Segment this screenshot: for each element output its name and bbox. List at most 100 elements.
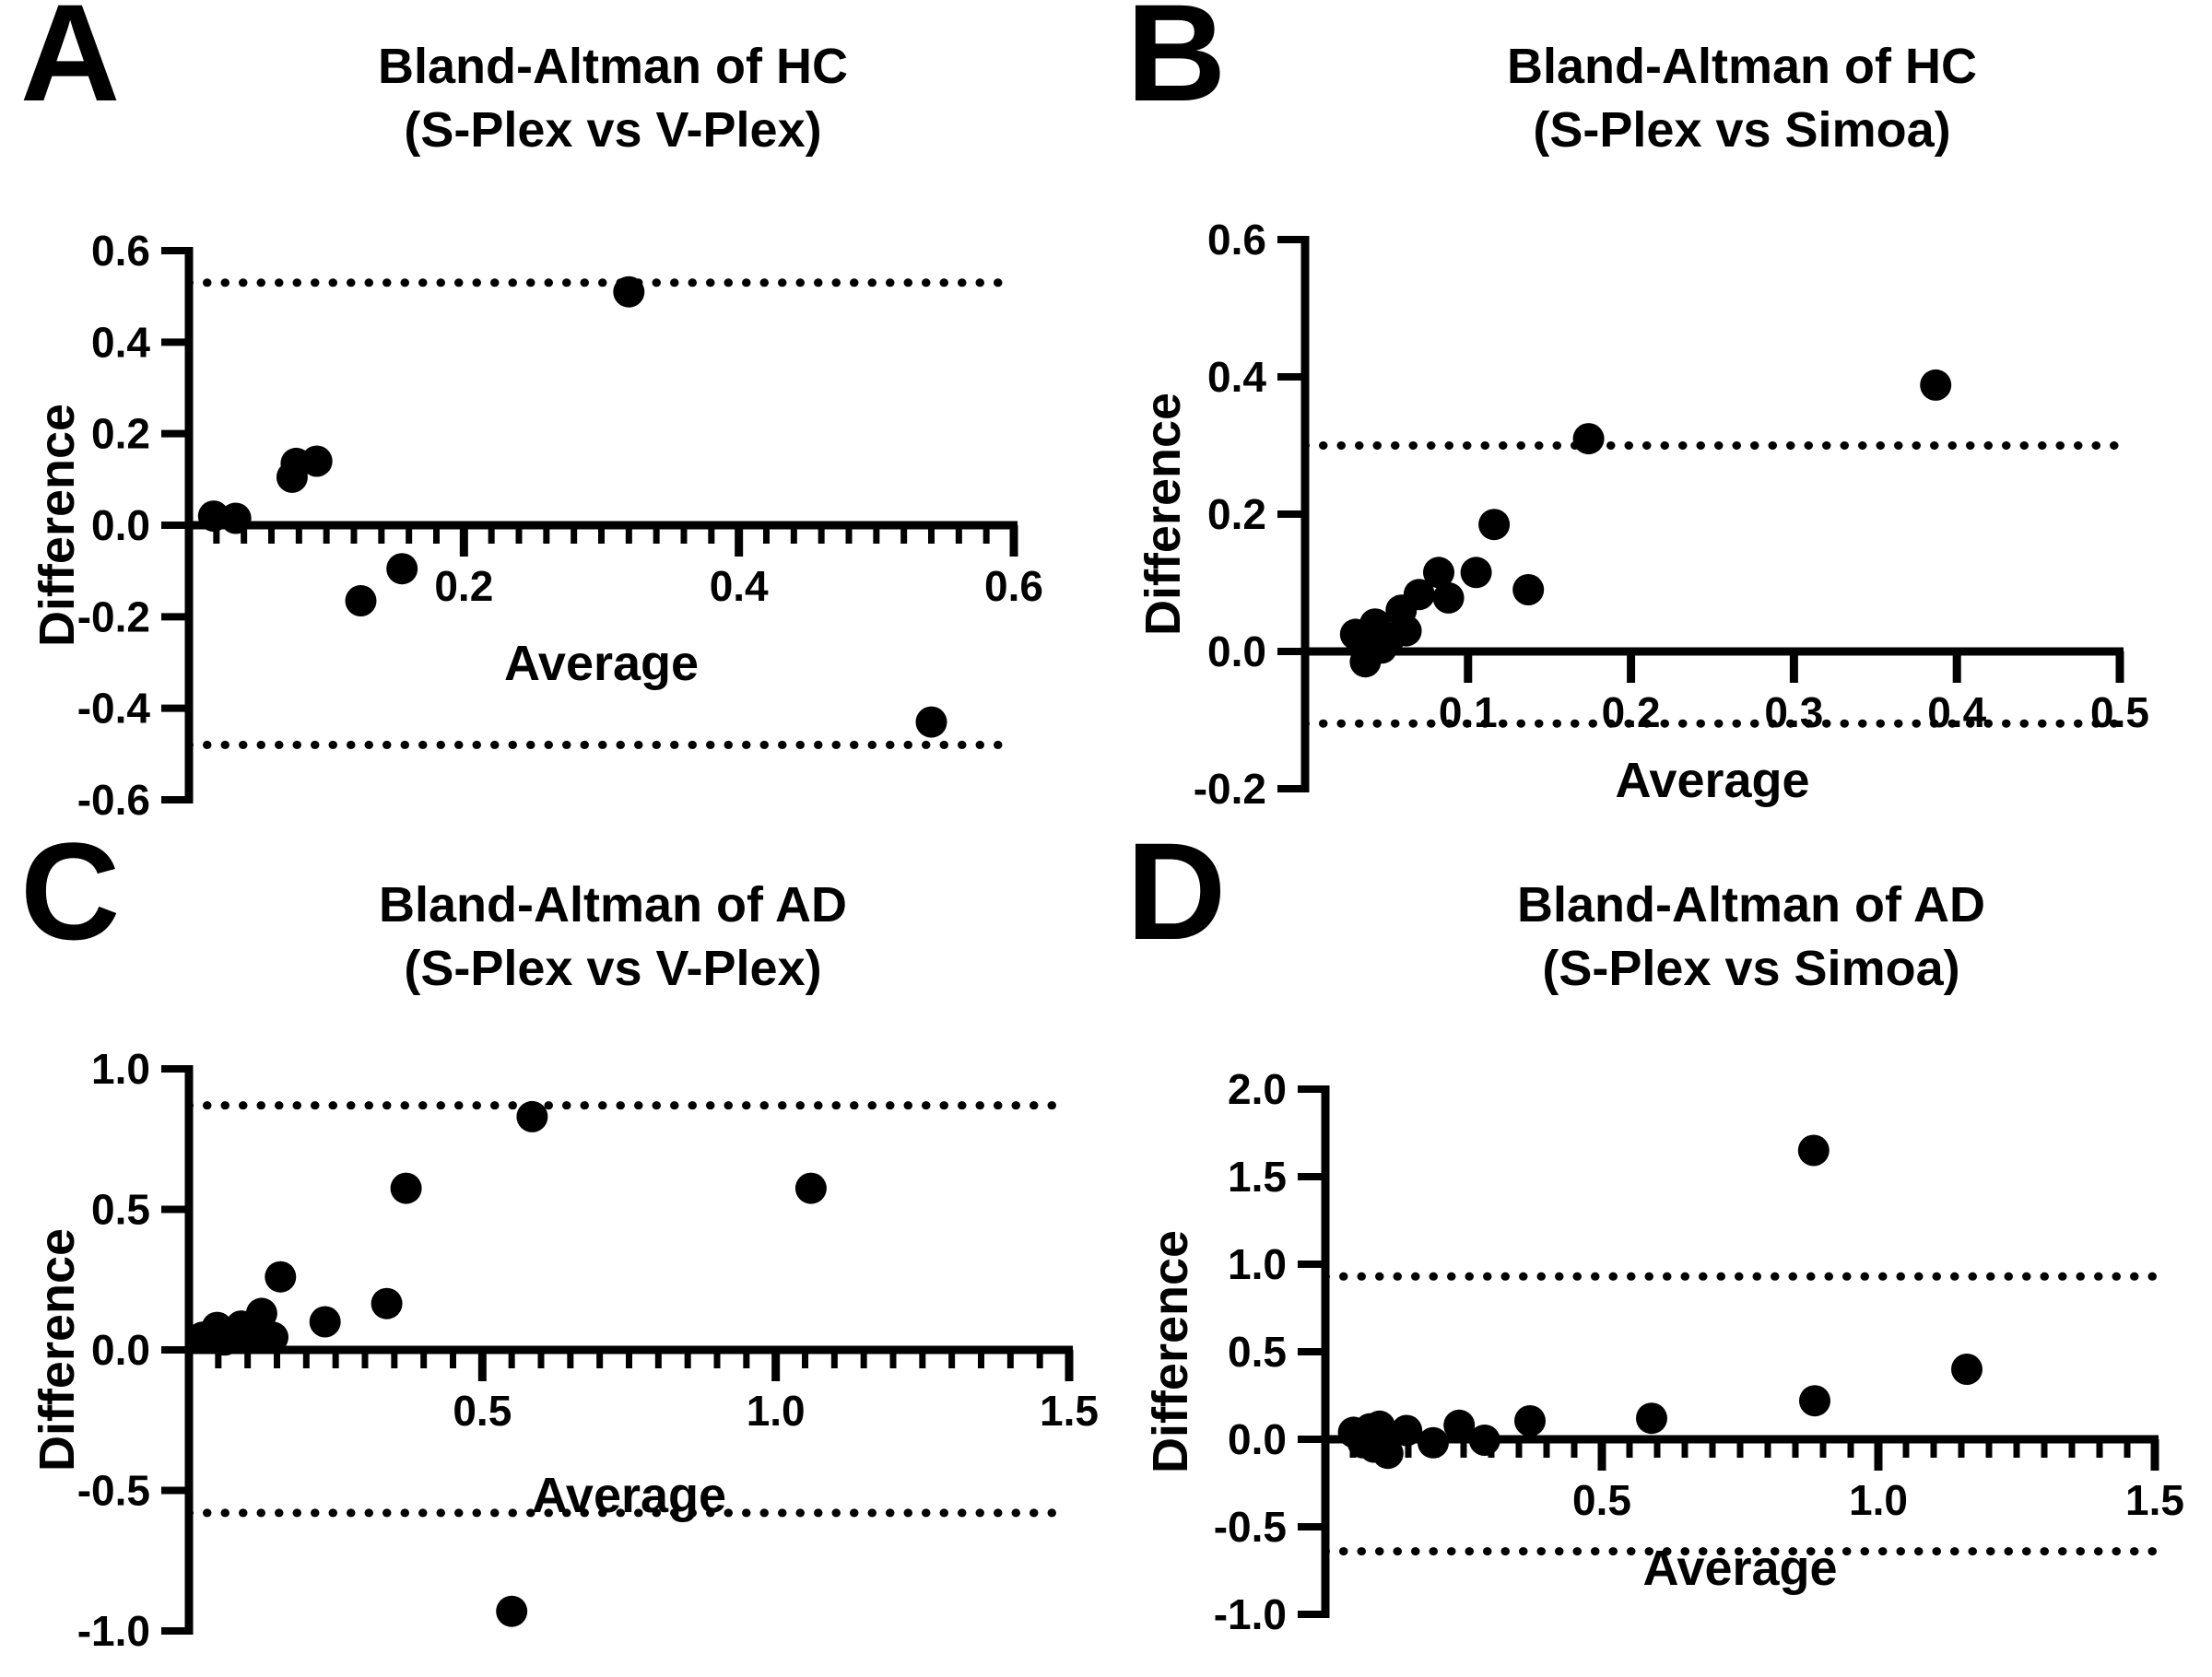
panel-a-title: Bland-Altman of HC (S-Plex vs V-Plex): [378, 35, 848, 162]
panel-c-plot: 1.0 0.5 0.0 -0.5 -1.0 0.5 1.0 1.5: [77, 1045, 1099, 1655]
y-tick-label: 1.0: [91, 1045, 150, 1093]
data-point: [794, 1172, 827, 1204]
data-point: [265, 1261, 297, 1293]
data-point: [390, 1172, 422, 1204]
panel-b-title: Bland-Altman of HC (S-Plex vs Simoa): [1507, 35, 1977, 162]
data-point: [309, 1306, 341, 1338]
x-tick-label: 1.5: [1040, 1387, 1099, 1435]
limit-lines: [184, 278, 1018, 749]
panel-c-title-line2: (S-Plex vs V-Plex): [404, 941, 822, 997]
data-point: [1403, 579, 1435, 611]
y-tick-label: -1.0: [77, 1607, 150, 1655]
data-point: [1797, 1134, 1830, 1167]
data-points: [197, 276, 947, 738]
data-point: [371, 1287, 403, 1319]
panel-a: A Bland-Altman of HC (S-Plex vs V-Plex) …: [0, 0, 1106, 838]
data-point: [496, 1595, 528, 1627]
y-tick-label: 0.4: [91, 318, 150, 366]
data-point: [1391, 1414, 1423, 1447]
data-point: [386, 553, 418, 585]
y-tick-label: -0.5: [77, 1467, 150, 1515]
y-tick-label: 0.2: [91, 410, 150, 458]
data-point: [1951, 1354, 1983, 1385]
panel-d-title-line1: Bland-Altman of AD: [1517, 877, 1985, 932]
data-point: [219, 502, 252, 534]
panel-a-title-line2: (S-Plex vs V-Plex): [404, 102, 822, 158]
y-tick-label: 0.4: [1207, 353, 1266, 401]
panel-b-title-line1: Bland-Altman of HC: [1507, 39, 1977, 94]
data-point: [300, 445, 333, 477]
axes: [1300, 236, 2124, 792]
panel-d-plot: 2.0 1.5 1.0 0.5 0.0 -0.5 -1.0 0.5 1.0 1.5: [1214, 1065, 2184, 1638]
y-tick-label: -0.2: [77, 592, 150, 640]
panel-a-letter: A: [20, 0, 121, 130]
panel-b-title-line2: (S-Plex vs Simoa): [1533, 102, 1951, 158]
data-point: [915, 706, 947, 738]
data-point: [1636, 1402, 1667, 1435]
data-point: [1920, 369, 1952, 401]
y-tick-label: 1.0: [1228, 1240, 1287, 1288]
data-point: [1418, 1426, 1449, 1459]
data-points: [1339, 369, 1952, 678]
panel-c-y-axis-title: Difference: [29, 1227, 85, 1472]
panel-b-plot: 0.6 0.4 0.2 0.0 -0.2 0.1 0.2 0.3 0.4 0.5: [1194, 216, 2149, 813]
x-tick-label: 0.5: [453, 1387, 512, 1435]
y-tick-label: -0.2: [1194, 765, 1266, 813]
data-point: [257, 1321, 288, 1354]
panel-a-x-axis-title: Average: [503, 636, 700, 691]
panel-b-x-axis-title: Average: [1615, 753, 1810, 808]
y-tick-label: 0.5: [91, 1186, 150, 1234]
data-point: [1799, 1385, 1830, 1417]
x-tick-label: 1.5: [2125, 1476, 2184, 1524]
x-tick-label: 0.5: [1572, 1476, 1631, 1524]
y-tick-label: -1.0: [1214, 1590, 1287, 1638]
x-tick-label: 0.5: [2090, 688, 2149, 736]
data-point: [1443, 1409, 1476, 1441]
panel-a-y-axis-title: Difference: [29, 403, 85, 648]
y-tick-label: 0.6: [91, 227, 150, 275]
data-point: [1460, 557, 1492, 589]
data-points: [1337, 1134, 1983, 1470]
y-tick-label: 0.0: [1228, 1415, 1287, 1463]
y-tick-label: -0.5: [1214, 1503, 1287, 1551]
data-point: [1390, 615, 1422, 647]
panel-d-title-line2: (S-Plex vs Simoa): [1542, 941, 1960, 997]
y-tick-label: 0.6: [1207, 216, 1266, 264]
panel-c-letter: C: [20, 838, 121, 968]
data-point: [345, 585, 377, 616]
y-tick-label: 0.0: [91, 1326, 150, 1374]
limit-lines: [184, 1101, 1074, 1518]
panel-d-letter: D: [1126, 838, 1227, 968]
limit-lines: [1321, 1272, 2159, 1556]
data-point: [1514, 1405, 1546, 1437]
x-tick-label: 0.3: [1764, 688, 1823, 736]
panel-a-plot: 0.6 0.4 0.2 0.0 -0.2 -0.4 -0.6 0.2 0.4 0.6: [77, 227, 1043, 824]
data-point: [1468, 1425, 1500, 1456]
panel-d-y-axis-title: Difference: [1143, 1229, 1198, 1474]
y-tick-label: 0.5: [1228, 1328, 1287, 1376]
panel-d-x-axis-title: Average: [1642, 1541, 1838, 1596]
panel-c: C Bland-Altman of AD (S-Plex vs V-Plex) …: [0, 838, 1106, 1677]
limit-lines: [1300, 441, 2124, 728]
data-point: [1572, 423, 1605, 455]
axes: [1321, 1085, 2159, 1618]
y-tick-label: 2.0: [1228, 1065, 1287, 1113]
panel-b-letter: B: [1126, 0, 1227, 130]
y-tick-label: 1.5: [1228, 1153, 1287, 1201]
y-tick-label: 0.0: [91, 501, 150, 549]
data-point: [1371, 1437, 1404, 1470]
x-tick-label: 0.6: [984, 562, 1043, 610]
data-point: [613, 276, 645, 308]
x-tick-label: 0.1: [1439, 688, 1498, 736]
data-point: [1478, 509, 1511, 541]
x-tick-label: 0.4: [1927, 688, 1986, 736]
panel-a-title-line1: Bland-Altman of HC: [378, 39, 848, 94]
data-point: [516, 1100, 548, 1132]
panel-c-x-axis-title: Average: [531, 1468, 727, 1523]
panel-b: B Bland-Altman of HC (S-Plex vs Simoa) 0…: [1106, 0, 2212, 838]
x-tick-label: 0.4: [710, 562, 769, 610]
data-points: [186, 1100, 827, 1627]
x-tick-label: 1.0: [1849, 1476, 1908, 1524]
y-tick-label: -0.4: [77, 685, 151, 733]
x-tick-label: 0.2: [434, 562, 493, 610]
